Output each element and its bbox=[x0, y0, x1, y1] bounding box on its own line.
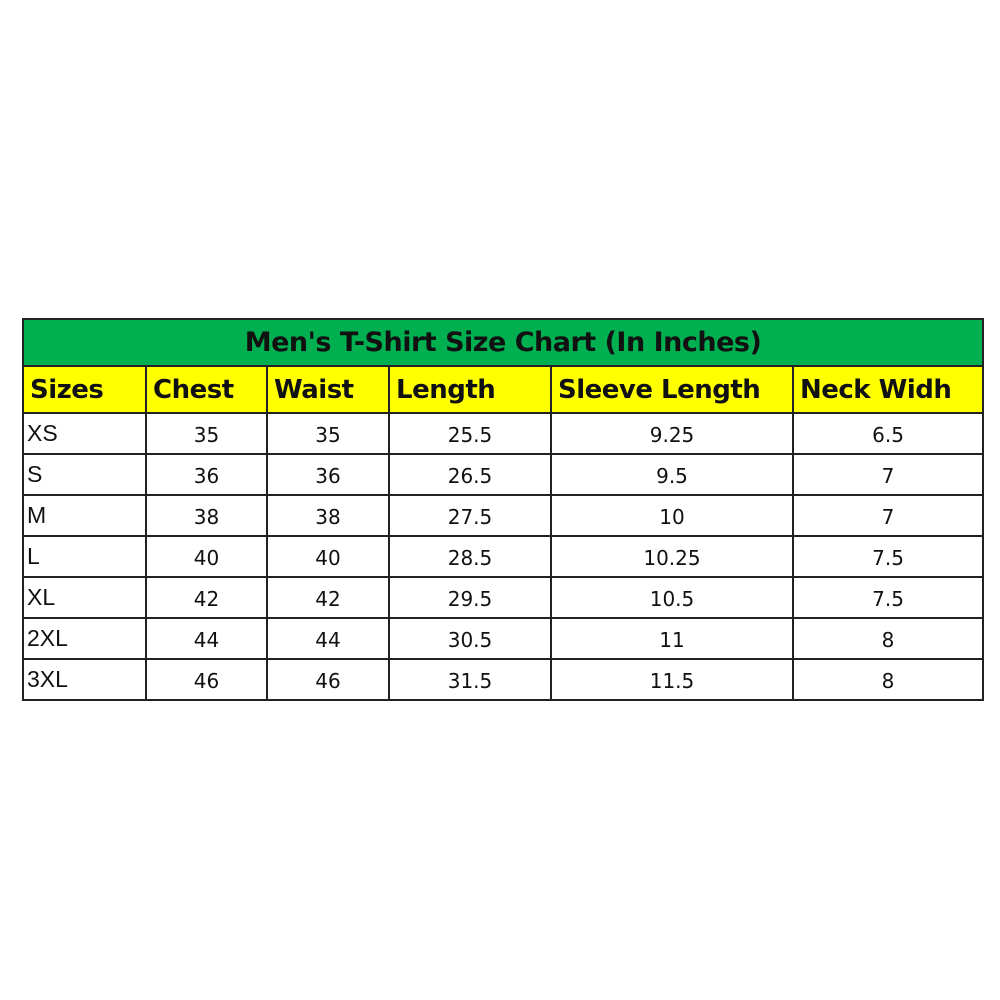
header-neck-width: Neck Widh bbox=[791, 365, 985, 414]
table-row: XS 35 35 25.5 9.25 6.5 bbox=[22, 412, 985, 455]
cell-waist: 46 bbox=[266, 658, 390, 701]
cell-chest: 36 bbox=[145, 453, 268, 496]
header-length: Length bbox=[388, 365, 552, 414]
cell-waist: 40 bbox=[266, 535, 390, 578]
cell-chest: 46 bbox=[145, 658, 268, 701]
cell-size: L bbox=[22, 535, 147, 578]
table-row: 2XL 44 44 30.5 11 8 bbox=[22, 617, 985, 660]
cell-sleeve-length: 10.25 bbox=[550, 535, 794, 578]
cell-neck-width: 8 bbox=[791, 617, 985, 660]
table-row: XL 42 42 29.5 10.5 7.5 bbox=[22, 576, 985, 619]
cell-neck-width: 6.5 bbox=[791, 412, 985, 455]
cell-size: XL bbox=[22, 576, 147, 619]
cell-neck-width: 8 bbox=[791, 658, 985, 701]
table-row: L 40 40 28.5 10.25 7.5 bbox=[22, 535, 985, 578]
table-title: Men's T-Shirt Size Chart (In Inches) bbox=[21, 318, 985, 367]
cell-length: 30.5 bbox=[388, 617, 552, 660]
cell-length: 27.5 bbox=[388, 494, 552, 537]
cell-waist: 38 bbox=[266, 494, 390, 537]
cell-sleeve-length: 10 bbox=[550, 494, 794, 537]
header-chest: Chest bbox=[145, 365, 268, 414]
cell-sleeve-length: 9.5 bbox=[550, 453, 794, 496]
cell-waist: 35 bbox=[266, 412, 390, 455]
header-sleeve-length: Sleeve Length bbox=[550, 365, 794, 414]
header-row: Sizes Chest Waist Length Sleeve Length N… bbox=[22, 365, 985, 414]
header-sizes: Sizes bbox=[22, 365, 147, 414]
cell-chest: 40 bbox=[145, 535, 268, 578]
cell-size: M bbox=[22, 494, 147, 537]
table-row: S 36 36 26.5 9.5 7 bbox=[22, 453, 985, 496]
cell-length: 25.5 bbox=[388, 412, 552, 455]
cell-size: S bbox=[22, 453, 147, 496]
table-row: 3XL 46 46 31.5 11.5 8 bbox=[22, 658, 985, 701]
cell-waist: 44 bbox=[266, 617, 390, 660]
cell-length: 28.5 bbox=[388, 535, 552, 578]
cell-size: 3XL bbox=[22, 658, 147, 701]
title-row: Men's T-Shirt Size Chart (In Inches) bbox=[21, 318, 985, 367]
cell-waist: 36 bbox=[266, 453, 390, 496]
cell-sleeve-length: 9.25 bbox=[550, 412, 794, 455]
size-chart-table: Men's T-Shirt Size Chart (In Inches) Siz… bbox=[21, 318, 985, 701]
cell-sleeve-length: 11 bbox=[550, 617, 794, 660]
cell-chest: 42 bbox=[145, 576, 268, 619]
cell-neck-width: 7 bbox=[791, 494, 985, 537]
cell-length: 26.5 bbox=[388, 453, 552, 496]
cell-waist: 42 bbox=[266, 576, 390, 619]
cell-chest: 38 bbox=[145, 494, 268, 537]
table-row: M 38 38 27.5 10 7 bbox=[22, 494, 985, 537]
cell-sleeve-length: 10.5 bbox=[550, 576, 794, 619]
cell-length: 29.5 bbox=[388, 576, 552, 619]
cell-length: 31.5 bbox=[388, 658, 552, 701]
cell-neck-width: 7.5 bbox=[791, 576, 985, 619]
cell-sleeve-length: 11.5 bbox=[550, 658, 794, 701]
cell-size: XS bbox=[22, 412, 147, 455]
cell-neck-width: 7 bbox=[791, 453, 985, 496]
cell-chest: 44 bbox=[145, 617, 268, 660]
cell-size: 2XL bbox=[22, 617, 147, 660]
cell-chest: 35 bbox=[145, 412, 268, 455]
cell-neck-width: 7.5 bbox=[791, 535, 985, 578]
header-waist: Waist bbox=[266, 365, 390, 414]
